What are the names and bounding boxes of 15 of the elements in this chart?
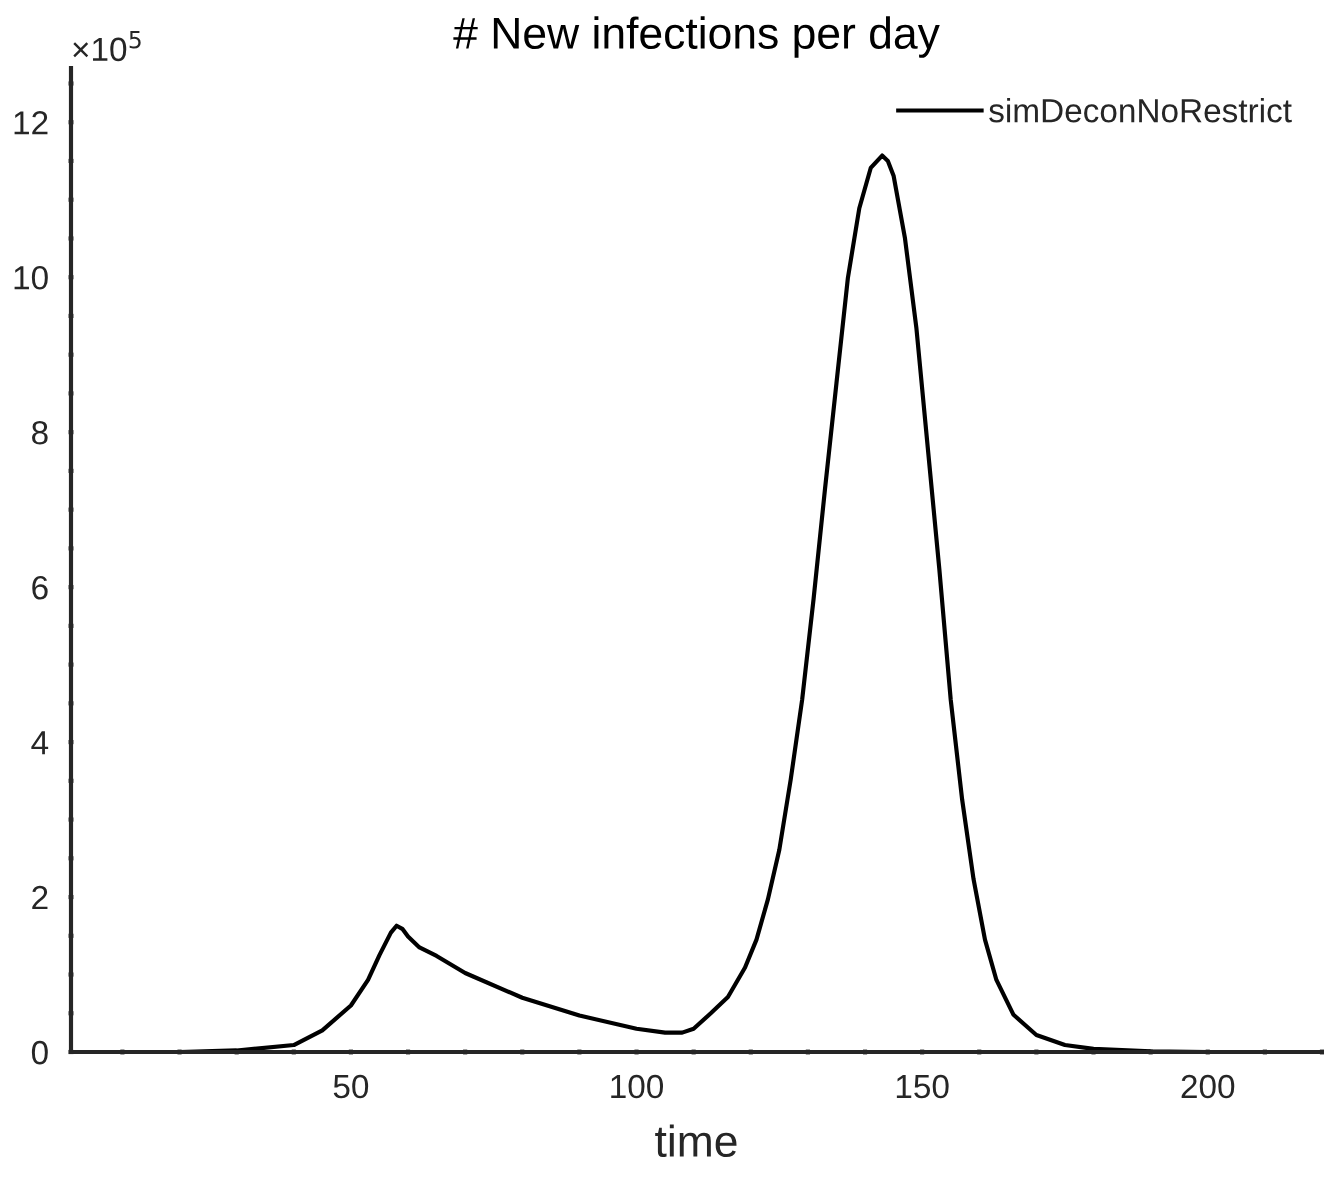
- chart-title: # New infections per day: [453, 16, 940, 58]
- y-tick-label: 2: [32, 885, 48, 910]
- y-tick-label: 12: [14, 111, 48, 135]
- x-tick-label: 150: [896, 1074, 949, 1099]
- x-tick-label: 50: [333, 1074, 369, 1099]
- x-tick-label: 100: [611, 1074, 664, 1099]
- y-tick-label: 4: [31, 731, 49, 755]
- x-tick-label: 200: [1181, 1074, 1235, 1099]
- text: ×10$^{5}$: [73, 31, 141, 62]
- y-tick-label: 6: [32, 575, 48, 600]
- legend-label: simDeconNoRestrict: [989, 98, 1292, 123]
- y-tick-label: 10: [14, 266, 48, 290]
- x-axis-title: time: [655, 1124, 737, 1158]
- y-tick-label: 0: [31, 1040, 48, 1065]
- y-tick-label: 8: [32, 420, 48, 445]
